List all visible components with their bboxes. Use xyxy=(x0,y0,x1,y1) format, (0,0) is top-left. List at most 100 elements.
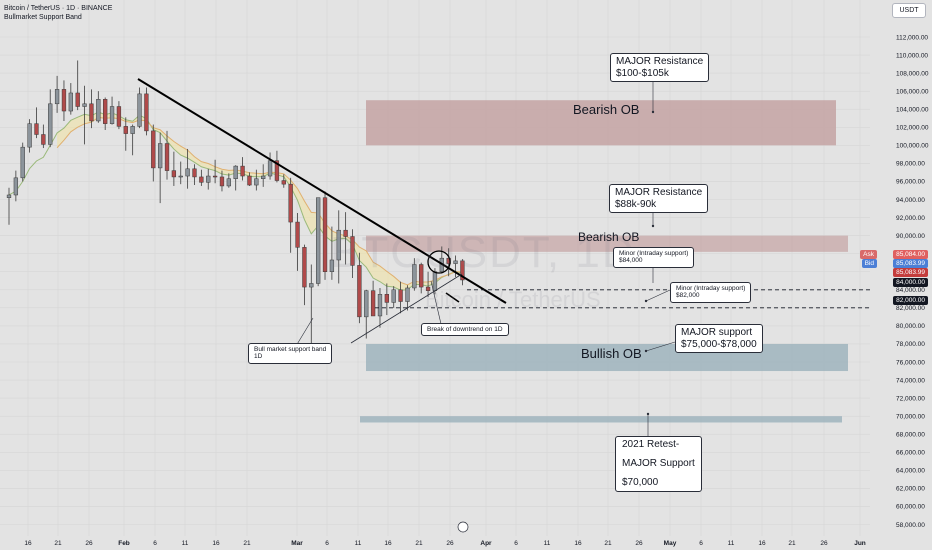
breakout-circle xyxy=(427,250,451,274)
candle-body xyxy=(206,175,211,183)
candle-body xyxy=(281,180,286,185)
candle-body xyxy=(329,259,335,272)
annotation-anchor-dot xyxy=(644,299,648,303)
time-tick-label: 21 xyxy=(243,540,251,547)
candle-body xyxy=(178,175,183,178)
price-tick-label: 70,000.00 xyxy=(896,413,925,420)
candle-body xyxy=(309,283,314,288)
price-tick-label: 100,000.00 xyxy=(896,143,929,150)
price-tick-label: 98,000.00 xyxy=(896,161,925,168)
break-of-downtrend-note[interactable]: Break of downtrend on 1D xyxy=(421,323,509,337)
candle-body xyxy=(398,289,403,302)
time-tick-label: Jun xyxy=(854,540,866,547)
candle-body xyxy=(357,265,362,318)
candle-body xyxy=(192,168,197,178)
candle-body xyxy=(316,197,321,284)
candle-body xyxy=(75,92,80,107)
price-tick-label: 78,000.00 xyxy=(896,341,925,348)
candle-body xyxy=(130,126,135,134)
time-tick-label: 6 xyxy=(514,540,518,547)
candle-body xyxy=(384,294,390,303)
bearish-ob-mid-label: Bearish OB xyxy=(578,230,640,244)
candle-body xyxy=(219,176,225,187)
candle-body xyxy=(274,160,280,181)
price-tick-label: 76,000.00 xyxy=(896,359,925,366)
time-tick-label: Feb xyxy=(118,540,130,547)
price-tick-label: 80,000.00 xyxy=(896,323,925,330)
candle-body xyxy=(27,123,32,148)
symbol-watermark-subtitle: Bitcoin / TetherUS xyxy=(425,287,601,312)
level-84k-tag: 84,000.00 xyxy=(893,278,928,287)
trendline-extension xyxy=(445,292,460,303)
ask-label: Ask xyxy=(860,250,877,259)
time-tick-label: 11 xyxy=(182,540,189,547)
time-tick-label: 6 xyxy=(153,540,157,547)
price-tick-label: 68,000.00 xyxy=(896,432,925,439)
time-tick-label: 16 xyxy=(24,540,32,547)
price-tick-label: 102,000.00 xyxy=(896,125,929,132)
time-tick-label: May xyxy=(664,540,677,547)
symbol-title[interactable]: Bitcoin / TetherUS · 1D · BINANCE xyxy=(4,5,113,12)
major-resistance-top-note[interactable]: MAJOR Resistance $100-$105k xyxy=(610,53,710,82)
candle-body xyxy=(240,165,245,177)
candle-body xyxy=(68,92,73,112)
candle-body xyxy=(41,134,46,145)
candle-body xyxy=(288,183,293,223)
time-tick-label: 6 xyxy=(699,540,703,547)
annotation-pointer xyxy=(430,280,442,325)
candle-body xyxy=(226,178,231,187)
bull-band-note[interactable]: Bull market support band 1D xyxy=(248,343,333,364)
candle-body xyxy=(267,160,273,177)
bullish-ob-label: Bullish OB xyxy=(581,346,642,361)
candle-body xyxy=(261,175,266,179)
time-axis-background xyxy=(0,536,932,550)
annotation-anchor-dot xyxy=(646,412,650,416)
candle-body xyxy=(34,123,39,135)
price-tick-label: 60,000.00 xyxy=(896,504,925,511)
currency-button[interactable]: USDT xyxy=(892,3,926,18)
time-tick-label: Apr xyxy=(480,540,492,547)
zone-bearish xyxy=(366,235,848,252)
time-tick-label: 11 xyxy=(544,540,551,547)
major-resistance-mid-note[interactable]: MAJOR Resistance $88k-90k xyxy=(609,184,709,213)
candle-body xyxy=(405,287,410,302)
time-tick-label: 11 xyxy=(355,540,362,547)
candle-body xyxy=(137,93,142,127)
time-tick-label: 26 xyxy=(446,540,454,547)
time-axis[interactable]: 16 21 26 Feb 6 11 16 21 Mar 6 11 16 21 26 Apr 6 11 16 21 26… xyxy=(0,536,932,550)
indicator-legend[interactable]: Bullmarket Support Band xyxy=(4,14,82,21)
candlestick-series xyxy=(6,60,465,344)
price-tick-label: 84,000.00 xyxy=(896,287,925,294)
annotation-pointer xyxy=(295,317,314,347)
candle-body xyxy=(343,229,348,237)
candle-body xyxy=(370,290,376,317)
annotation-anchor-dot xyxy=(651,110,655,114)
retest-2021-note[interactable]: 2021 Retest- MAJOR Support $70,000 xyxy=(615,436,702,492)
time-tick-label: 6 xyxy=(325,540,329,547)
time-tick-label: 21 xyxy=(415,540,423,547)
price-tick-label: 82,000.00 xyxy=(896,305,925,312)
time-tick-label: 16 xyxy=(212,540,220,547)
minor-support-82k-note[interactable]: Minor (Intraday support) $82,000 xyxy=(670,282,752,303)
candle-body xyxy=(212,175,218,178)
candle-body xyxy=(109,106,115,124)
candle-body xyxy=(453,260,458,264)
minor-support-84k-note[interactable]: Minor (Intraday support) $84,000 xyxy=(613,247,695,268)
time-tick-label: 26 xyxy=(635,540,643,547)
candle-body xyxy=(123,126,128,134)
ask-price-tag: 85,084.00 xyxy=(893,250,928,259)
candle-body xyxy=(185,168,190,177)
candle-body xyxy=(13,177,19,196)
major-support-note[interactable]: MAJOR support $75,000-$78,000 xyxy=(675,324,763,353)
candle-body xyxy=(89,103,94,122)
order-block-zones xyxy=(360,100,848,423)
price-tick-label: 62,000.00 xyxy=(896,486,925,493)
price-tick-label: 112,000.00 xyxy=(896,34,928,41)
bid-label: Bid xyxy=(861,259,877,268)
rising-support-line xyxy=(350,273,463,344)
candle-body xyxy=(350,236,355,266)
price-tick-label: 108,000.00 xyxy=(896,70,929,77)
price-tick-label: 110,000.00 xyxy=(896,52,928,59)
candle-body xyxy=(199,176,204,183)
